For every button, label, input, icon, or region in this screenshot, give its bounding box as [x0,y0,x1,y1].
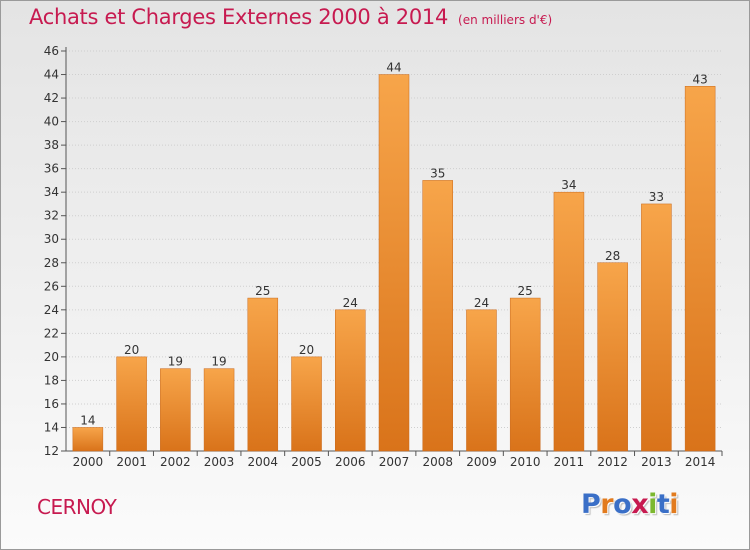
bar [291,356,322,452]
logo-letter: P [581,489,601,520]
data-label: 43 [692,72,707,86]
bar [684,86,716,452]
y-tick-label: 42 [44,91,59,105]
x-tick-label: 2011 [554,455,585,469]
data-label: 35 [430,166,445,180]
y-tick-label: 40 [44,115,59,129]
y-tick-label: 32 [44,209,59,223]
data-label: 25 [255,284,270,298]
y-tick-label: 38 [44,138,59,152]
chart-title-text: Achats et Charges Externes 2000 à 2014 [29,5,449,29]
bar [116,356,147,452]
x-tick-label: 2008 [422,455,453,469]
city-name: CERNOY [37,495,117,519]
bar-layer [72,74,716,452]
bar [247,297,279,452]
y-tick-label: 22 [44,326,59,340]
bar [553,191,585,452]
x-tick-label: 2005 [291,455,322,469]
data-label: 14 [80,413,95,427]
y-tick-label: 28 [44,256,59,270]
y-tick-label: 16 [44,397,59,411]
y-tick-label: 46 [44,44,59,58]
x-tick-label: 2004 [248,455,279,469]
bar [597,262,628,452]
logo-letter: o [613,489,632,520]
label-layer: 14 2000 20 2001 19 2002 19 2003 25 2004 20 2005 24 20… [73,61,716,469]
logo-letter: i [648,489,657,520]
x-tick-label: 2010 [510,455,541,469]
logo-letter: t [656,489,670,520]
data-label: 28 [605,249,620,263]
bar [203,368,235,452]
y-tick-label: 12 [44,444,59,458]
bar [335,309,366,452]
x-tick-label: 2014 [685,455,716,469]
y-tick-label: 24 [44,303,59,317]
chart-title: Achats et Charges Externes 2000 à 2014 (e… [29,5,552,29]
logo-letter: r [600,489,614,520]
x-tick-label: 2013 [641,455,672,469]
y-tick-label: 14 [44,420,59,434]
y-tick-label: 44 [44,68,59,82]
y-tick-label: 20 [44,350,59,364]
data-label: 19 [211,355,226,369]
bar [160,368,191,452]
bar [378,74,410,452]
logo-letter: i [669,489,679,520]
data-label: 33 [649,190,664,204]
y-tick-label: 26 [44,279,59,293]
data-label: 20 [124,343,139,357]
bar [509,297,541,452]
data-label: 44 [386,61,401,75]
bar [466,309,497,452]
x-tick-label: 2002 [160,455,191,469]
x-tick-label: 2003 [204,455,235,469]
bar [72,427,104,452]
y-tick-label: 34 [44,185,59,199]
y-tick-label: 18 [44,373,59,387]
chart-unit-label: (en milliers d'€) [458,13,553,27]
data-label: 34 [561,178,576,192]
data-label: 19 [168,355,183,369]
x-tick-label: 2012 [597,455,628,469]
bar [641,203,672,452]
y-tick-label: 30 [44,232,59,246]
logo-letter: x [631,489,649,520]
y-tick-label: 36 [44,162,59,176]
x-tick-label: 2006 [335,455,366,469]
data-label: 24 [474,296,489,310]
data-label: 24 [343,296,358,310]
x-tick-label: 2001 [116,455,147,469]
x-tick-label: 2007 [379,455,410,469]
x-tick-label: 2009 [466,455,497,469]
x-tick-label: 2000 [73,455,104,469]
bar [422,180,453,452]
data-label: 20 [299,343,314,357]
data-label: 25 [518,284,533,298]
proxiti-logo: Proxiti [581,489,679,520]
